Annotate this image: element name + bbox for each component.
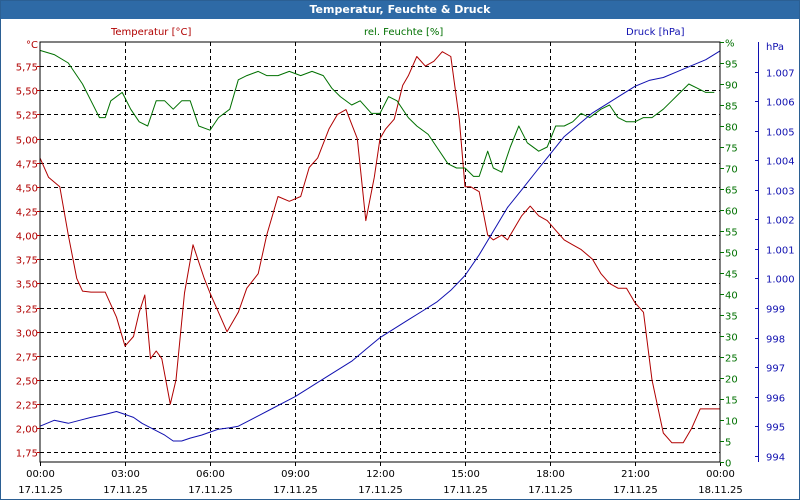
humidity-tick-label: 90 bbox=[725, 81, 738, 92]
x-tick-label-date: 18.11.25 bbox=[698, 485, 743, 496]
x-tick-label-date: 17.11.25 bbox=[273, 485, 318, 496]
x-tick-label-time: 00:00 bbox=[706, 469, 735, 480]
x-tick-label-time: 18:00 bbox=[536, 469, 565, 480]
pressure-tick-label: 1.006 bbox=[766, 98, 795, 109]
temperature-tick-label: 2,50 bbox=[16, 377, 38, 388]
humidity-tick-label: 25 bbox=[725, 354, 738, 365]
temperature-tick-label: 2,25 bbox=[16, 401, 38, 412]
pressure-tick-label: 994 bbox=[766, 453, 785, 464]
window-title: Temperatur, Feuchte & Druck bbox=[1, 1, 799, 19]
x-tick-label-time: 09:00 bbox=[281, 469, 310, 480]
pressure-tick-label: 995 bbox=[766, 423, 785, 434]
temperature-legend: Temperatur [°C] bbox=[110, 27, 191, 38]
pressure-tick-label: 998 bbox=[766, 335, 785, 346]
humidity-tick-label: 20 bbox=[725, 375, 738, 386]
x-tick-label-date: 17.11.25 bbox=[103, 485, 148, 496]
axis-labels: °C Temperatur [°C] rel. Feuchte [%] Druc… bbox=[26, 27, 784, 53]
x-tick-label-date: 17.11.25 bbox=[18, 485, 63, 496]
x-tick-label-date: 17.11.25 bbox=[188, 485, 233, 496]
humidity-tick-label: 0 bbox=[725, 459, 731, 470]
chart-canvas: 00:00 17.11.25 03:00 17.11.25 06:00 17.11.25 0… bbox=[16, 27, 795, 497]
pressure-series-line bbox=[39, 50, 721, 442]
series-lines bbox=[39, 49, 721, 444]
pressure-tick-label: 1.000 bbox=[766, 275, 795, 286]
temperature-tick-label: 2,00 bbox=[16, 425, 38, 436]
x-tick-label-time: 12:00 bbox=[366, 469, 395, 480]
temperature-tick-label: 5,75 bbox=[16, 63, 38, 74]
humidity-tick-label: 85 bbox=[725, 102, 738, 113]
humidity-series-line bbox=[39, 49, 715, 177]
pressure-tick-label: 1.003 bbox=[766, 187, 795, 198]
x-tick-label-time: 00:00 bbox=[26, 469, 55, 480]
humidity-tick-label: 35 bbox=[725, 312, 738, 323]
pressure-tick-label: 1.001 bbox=[766, 246, 795, 257]
temperature-series-line bbox=[39, 51, 720, 444]
humidity-tick-label: 75 bbox=[725, 144, 738, 155]
temperature-tick-label: 5,25 bbox=[16, 111, 38, 122]
pressure-tick-label: 997 bbox=[766, 364, 785, 375]
humidity-tick-label: 55 bbox=[725, 228, 738, 239]
temperature-tick-label: 4,50 bbox=[16, 184, 38, 195]
temperature-tick-label: 4,75 bbox=[16, 160, 38, 171]
x-tick-label-time: 03:00 bbox=[111, 469, 140, 480]
humidity-tick-label: 50 bbox=[725, 249, 738, 260]
temperature-tick-label: 3,25 bbox=[16, 305, 38, 316]
temperature-tick-label: 3,50 bbox=[16, 280, 38, 291]
humidity-tick-label: 15 bbox=[725, 396, 738, 407]
grid-lines bbox=[40, 42, 720, 462]
humidity-tick-label: 10 bbox=[725, 417, 738, 428]
pressure-tick-label: 1.007 bbox=[766, 69, 795, 80]
humidity-tick-label: 70 bbox=[725, 165, 738, 176]
humidity-tick-label: 65 bbox=[725, 186, 738, 197]
pressure-tick-label: 1.005 bbox=[766, 128, 795, 139]
x-tick-label-date: 17.11.25 bbox=[358, 485, 403, 496]
temperature-tick-label: 1,75 bbox=[16, 449, 38, 460]
humidity-tick-label: 5 bbox=[725, 438, 731, 449]
pressure-tick-label: 1.002 bbox=[766, 216, 795, 227]
x-tick-label-date: 17.11.25 bbox=[443, 485, 488, 496]
x-tick-label-time: 06:00 bbox=[196, 469, 225, 480]
x-tick-label-date: 17.11.25 bbox=[528, 485, 573, 496]
humidity-legend: rel. Feuchte [%] bbox=[364, 27, 443, 38]
humidity-tick-label: 40 bbox=[725, 291, 738, 302]
temperature-tick-label: 5,50 bbox=[16, 87, 38, 98]
temperature-tick-label: 2,75 bbox=[16, 353, 38, 364]
temperature-tick-label: 4,00 bbox=[16, 232, 38, 243]
pressure-tick-label: 999 bbox=[766, 305, 785, 316]
pressure-tick-label: 1.004 bbox=[766, 157, 795, 168]
temperature-tick-label: 4,25 bbox=[16, 208, 38, 219]
humidity-tick-label: 80 bbox=[725, 123, 738, 134]
x-tick-label-date: 17.11.25 bbox=[613, 485, 658, 496]
temperature-tick-label: 5,00 bbox=[16, 136, 38, 147]
humidity-tick-label: % bbox=[725, 39, 735, 50]
temperature-tick-label: 3,75 bbox=[16, 256, 38, 267]
axes: 00:00 17.11.25 03:00 17.11.25 06:00 17.11.25 0… bbox=[16, 39, 795, 497]
humidity-tick-label: 45 bbox=[725, 270, 738, 281]
x-tick-label-time: 21:00 bbox=[621, 469, 650, 480]
pressure-axis-unit: hPa bbox=[766, 42, 784, 53]
humidity-tick-label: 60 bbox=[725, 207, 738, 218]
humidity-tick-label: 95 bbox=[725, 60, 738, 71]
pressure-legend: Druck [hPa] bbox=[626, 27, 685, 38]
humidity-tick-label: 30 bbox=[725, 333, 738, 344]
x-tick-label-time: 15:00 bbox=[451, 469, 480, 480]
pressure-tick-label: 996 bbox=[766, 394, 785, 405]
temperature-tick-label: 3,00 bbox=[16, 329, 38, 340]
temperature-axis-unit: °C bbox=[26, 40, 38, 51]
